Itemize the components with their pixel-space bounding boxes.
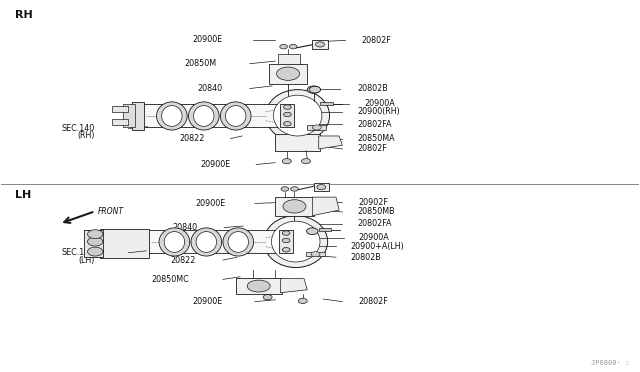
Circle shape	[282, 238, 290, 243]
Polygon shape	[141, 105, 282, 128]
Circle shape	[298, 298, 307, 304]
Text: 20900E: 20900E	[200, 160, 230, 169]
Circle shape	[311, 251, 320, 257]
Ellipse shape	[88, 230, 103, 238]
Polygon shape	[279, 231, 293, 253]
Circle shape	[301, 158, 310, 164]
Text: RH: RH	[15, 10, 33, 20]
Ellipse shape	[159, 228, 189, 256]
Polygon shape	[236, 278, 282, 294]
Polygon shape	[148, 231, 280, 253]
Polygon shape	[312, 40, 328, 49]
Circle shape	[284, 105, 291, 109]
Circle shape	[316, 42, 324, 47]
Ellipse shape	[220, 102, 251, 130]
Polygon shape	[124, 104, 135, 128]
Ellipse shape	[191, 228, 221, 256]
Polygon shape	[319, 228, 332, 231]
Text: 20900(RH): 20900(RH)	[357, 108, 400, 116]
Text: SEC.140: SEC.140	[62, 248, 95, 257]
Ellipse shape	[225, 106, 246, 126]
Text: 20822: 20822	[170, 256, 195, 264]
Text: 20900A: 20900A	[358, 233, 389, 243]
Text: 20900E: 20900E	[193, 297, 223, 306]
Text: 20802B: 20802B	[351, 253, 381, 262]
Text: 20850MC: 20850MC	[151, 275, 189, 284]
Text: 20900+A(LH): 20900+A(LH)	[351, 241, 404, 250]
Polygon shape	[84, 231, 103, 257]
Polygon shape	[113, 106, 129, 112]
Text: 20902F: 20902F	[358, 198, 388, 207]
Text: LH: LH	[15, 190, 31, 200]
Ellipse shape	[273, 95, 322, 136]
Circle shape	[280, 44, 287, 49]
Ellipse shape	[88, 237, 103, 246]
Circle shape	[289, 44, 297, 49]
Circle shape	[317, 185, 326, 190]
Text: 20900A: 20900A	[365, 99, 396, 108]
Circle shape	[307, 86, 320, 93]
Text: (RH): (RH)	[77, 131, 95, 141]
Circle shape	[309, 86, 321, 93]
Ellipse shape	[283, 200, 306, 213]
Circle shape	[282, 247, 290, 252]
Text: 20900E: 20900E	[195, 199, 225, 208]
Polygon shape	[306, 251, 325, 256]
Ellipse shape	[228, 232, 248, 252]
Text: FRONT: FRONT	[98, 207, 124, 216]
Text: 20822: 20822	[180, 134, 205, 143]
Text: 20802FA: 20802FA	[357, 120, 392, 129]
Text: 20802F: 20802F	[357, 144, 387, 153]
Polygon shape	[275, 134, 320, 151]
Circle shape	[284, 122, 291, 126]
Polygon shape	[314, 183, 329, 191]
Ellipse shape	[88, 247, 103, 256]
Text: 20802FA: 20802FA	[357, 219, 392, 228]
Ellipse shape	[193, 106, 214, 126]
Polygon shape	[280, 105, 294, 127]
Polygon shape	[113, 119, 129, 125]
Polygon shape	[278, 54, 300, 64]
Circle shape	[291, 187, 298, 191]
Ellipse shape	[196, 232, 216, 252]
Circle shape	[307, 228, 318, 235]
Text: 20802F: 20802F	[362, 36, 391, 45]
Ellipse shape	[247, 280, 270, 292]
Polygon shape	[319, 136, 342, 149]
Polygon shape	[312, 197, 339, 216]
Ellipse shape	[164, 232, 184, 252]
Ellipse shape	[264, 216, 328, 267]
Ellipse shape	[276, 67, 300, 80]
Polygon shape	[320, 102, 333, 105]
Ellipse shape	[266, 90, 330, 141]
Ellipse shape	[162, 106, 182, 126]
Ellipse shape	[157, 102, 187, 130]
Ellipse shape	[188, 102, 219, 130]
Text: 20850MB: 20850MB	[357, 208, 395, 217]
Circle shape	[282, 158, 291, 164]
Polygon shape	[275, 197, 314, 216]
Polygon shape	[269, 64, 307, 84]
Circle shape	[263, 295, 272, 300]
Ellipse shape	[271, 221, 320, 262]
Circle shape	[281, 187, 289, 191]
Polygon shape	[100, 229, 149, 258]
Polygon shape	[280, 279, 307, 293]
Text: 20840: 20840	[172, 223, 197, 232]
Text: 20840: 20840	[198, 84, 223, 93]
Text: 20850MA: 20850MA	[357, 134, 395, 143]
Circle shape	[312, 125, 321, 130]
Circle shape	[282, 231, 290, 235]
Text: SEC.140: SEC.140	[62, 124, 95, 133]
Text: 20850M: 20850M	[184, 59, 216, 68]
Text: 20900E: 20900E	[193, 35, 223, 44]
Text: JP0800· :: JP0800· :	[591, 360, 630, 366]
Text: 20802F: 20802F	[358, 297, 388, 306]
Text: 20802B: 20802B	[357, 84, 388, 93]
Polygon shape	[307, 125, 326, 130]
Polygon shape	[132, 102, 145, 131]
Circle shape	[284, 112, 291, 117]
Ellipse shape	[223, 228, 253, 256]
Text: (LH): (LH)	[79, 256, 95, 264]
